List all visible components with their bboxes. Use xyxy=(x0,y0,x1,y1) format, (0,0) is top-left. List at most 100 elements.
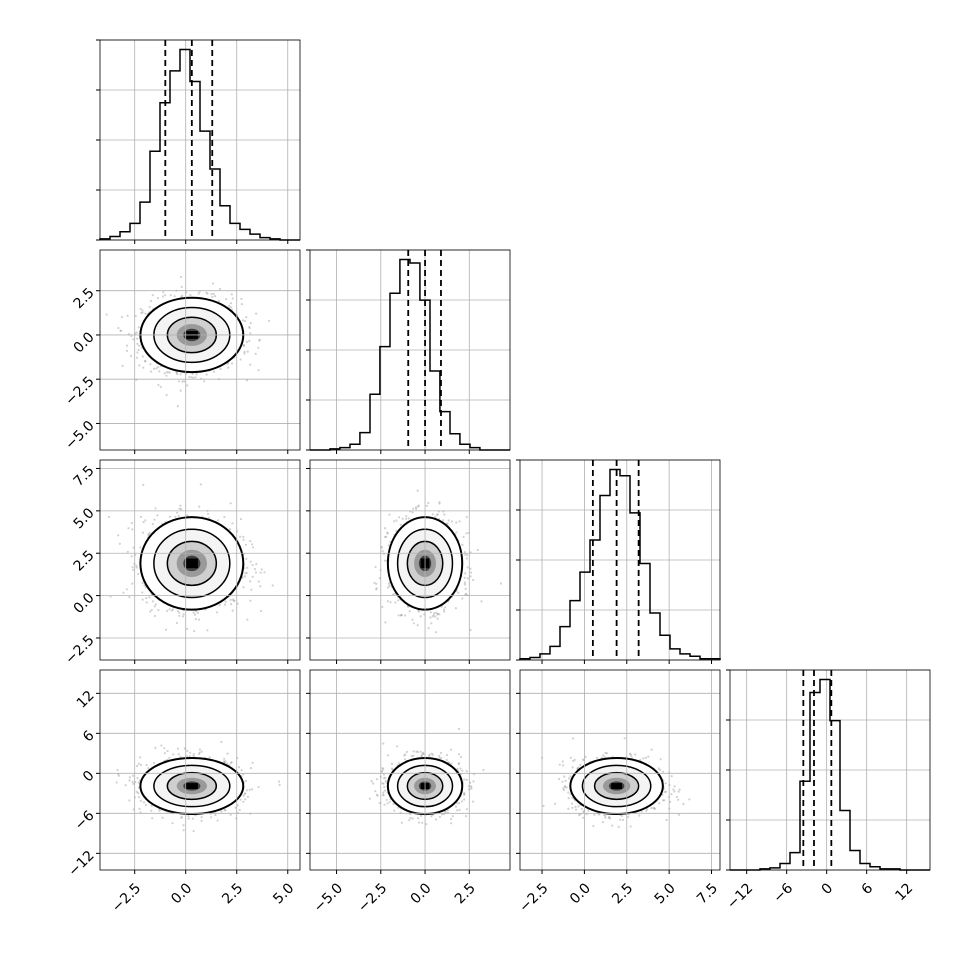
scatter-point xyxy=(200,819,203,823)
scatter-point xyxy=(125,588,128,591)
scatter-point xyxy=(670,793,673,796)
scatter-point xyxy=(425,504,428,507)
scatter-point xyxy=(384,779,387,783)
scatter-point xyxy=(462,535,465,539)
scatter-point xyxy=(147,533,150,536)
scatter-point xyxy=(570,802,574,805)
scatter-point xyxy=(663,799,666,802)
scatter-point xyxy=(193,630,196,633)
scatter-point xyxy=(255,563,258,566)
x-tick-label: 2.5 xyxy=(609,880,636,907)
scatter-point xyxy=(563,775,566,778)
scatter-point xyxy=(642,757,645,760)
scatter-point xyxy=(567,777,571,780)
scatter-point xyxy=(463,798,466,801)
scatter-point xyxy=(417,610,420,613)
scatter-point xyxy=(216,819,219,822)
scatter-point xyxy=(436,513,439,516)
scatter-point xyxy=(577,766,580,769)
scatter-point xyxy=(434,515,437,518)
scatter-point xyxy=(150,370,153,373)
y-tick-label: 0 xyxy=(80,768,98,786)
scatter-point xyxy=(130,354,133,357)
scatter-point xyxy=(144,519,147,522)
scatter-point xyxy=(139,307,142,311)
scatter-point xyxy=(263,571,266,574)
scatter-point xyxy=(176,747,180,750)
scatter-point xyxy=(639,758,642,762)
scatter-contents xyxy=(107,483,274,633)
scatter-point xyxy=(650,748,653,751)
scatter-point xyxy=(242,343,245,347)
scatter-point xyxy=(403,758,407,761)
scatter-point xyxy=(412,750,415,753)
x-tick-label: 0.0 xyxy=(567,880,594,907)
scatter-point xyxy=(411,817,414,820)
scatter-point xyxy=(157,383,160,386)
scatter-point xyxy=(176,373,179,376)
hist-panel-0-grid xyxy=(100,39,300,241)
scatter-point xyxy=(470,786,473,789)
scatter-point xyxy=(443,513,446,516)
scatter-point xyxy=(223,757,226,760)
scatter-point xyxy=(135,764,139,768)
scatter-point xyxy=(178,507,181,510)
scatter-point xyxy=(226,362,229,365)
scatter-point xyxy=(400,614,403,617)
scatter-point xyxy=(421,751,425,755)
x-tick-label: 5.0 xyxy=(270,880,297,907)
scatter-point xyxy=(179,373,182,376)
scatter-point xyxy=(465,778,468,782)
scatter-point xyxy=(151,294,154,297)
scatter-point xyxy=(145,763,148,767)
scatter-point xyxy=(187,817,190,820)
scatter-point xyxy=(156,297,160,300)
scatter-point xyxy=(182,829,185,832)
scatter-point xyxy=(135,566,138,569)
scatter-panel-3-2 xyxy=(516,669,721,874)
scatter-point xyxy=(141,311,144,314)
scatter-point xyxy=(126,314,129,317)
scatter-point xyxy=(180,508,183,511)
scatter-point xyxy=(434,631,437,634)
scatter-point xyxy=(431,513,434,516)
scatter-point xyxy=(438,501,441,504)
scatter-point xyxy=(392,802,395,806)
scatter-point xyxy=(376,794,379,797)
scatter-point xyxy=(258,339,261,342)
scatter-point xyxy=(385,798,388,801)
scatter-point xyxy=(228,304,231,308)
scatter-point xyxy=(128,799,131,802)
scatter-point xyxy=(463,778,466,781)
scatter-point xyxy=(141,581,144,585)
scatter-point xyxy=(154,603,157,606)
scatter-point xyxy=(178,614,181,617)
scatter-point xyxy=(192,754,195,757)
scatter-point xyxy=(177,753,180,756)
scatter-point xyxy=(456,809,459,812)
scatter-point xyxy=(249,580,252,583)
panel-frame xyxy=(309,459,511,661)
scatter-point xyxy=(645,809,648,813)
scatter-point xyxy=(571,806,574,810)
scatter-point xyxy=(140,311,143,314)
scatter-point xyxy=(390,762,393,766)
scatter-point xyxy=(257,346,260,349)
histogram-step xyxy=(519,468,721,660)
scatter-point xyxy=(464,553,467,556)
scatter-point xyxy=(408,819,411,822)
x-tick-label: −5.0 xyxy=(311,880,346,915)
scatter-point xyxy=(472,578,475,582)
scatter-point xyxy=(223,603,226,606)
scatter-point xyxy=(443,608,446,611)
scatter-point xyxy=(251,543,254,546)
scatter-point xyxy=(456,767,459,771)
scatter-contents xyxy=(100,275,271,408)
scatter-point xyxy=(186,384,189,387)
scatter-point xyxy=(147,534,150,537)
scatter-point xyxy=(224,809,227,812)
scatter-point xyxy=(405,517,408,520)
scatter-point xyxy=(182,613,185,616)
scatter-point xyxy=(412,622,415,625)
scatter-point xyxy=(278,780,281,783)
